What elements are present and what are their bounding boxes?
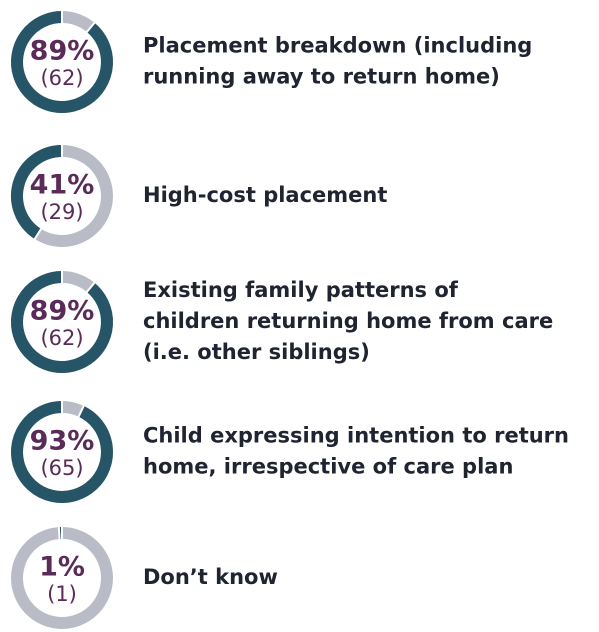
count-label: (62) bbox=[40, 326, 83, 350]
percent-label: 89% bbox=[30, 296, 95, 327]
category-label: running away to return home) bbox=[143, 65, 500, 89]
category-label: (i.e. other siblings) bbox=[143, 340, 370, 364]
category-label: High-cost placement bbox=[143, 183, 387, 207]
donut-separator bbox=[57, 526, 61, 541]
count-label: (62) bbox=[40, 66, 83, 90]
count-label: (29) bbox=[40, 200, 83, 224]
donut-separator bbox=[33, 227, 43, 241]
donut-separator bbox=[77, 404, 86, 419]
category-label: Child expressing intention to return bbox=[143, 424, 569, 448]
donut-arc bbox=[11, 145, 63, 240]
category-label: Existing family patterns of bbox=[143, 278, 459, 302]
count-label: (1) bbox=[47, 582, 77, 606]
count-label: (65) bbox=[40, 456, 83, 480]
percent-label: 93% bbox=[30, 426, 95, 457]
donut-separator bbox=[85, 281, 96, 294]
donut-arc bbox=[11, 11, 113, 113]
percent-label: 41% bbox=[30, 170, 95, 201]
percent-label: 89% bbox=[30, 36, 95, 67]
category-label: Don’t know bbox=[143, 565, 278, 589]
donut-arc bbox=[11, 271, 113, 373]
category-label: Placement breakdown (including bbox=[143, 34, 532, 58]
donut-arc bbox=[11, 401, 113, 503]
category-label: children returning home from care bbox=[143, 309, 553, 333]
percent-label: 1% bbox=[39, 552, 85, 583]
donut-separator bbox=[85, 21, 96, 34]
category-label: home, irrespective of care plan bbox=[143, 455, 513, 479]
